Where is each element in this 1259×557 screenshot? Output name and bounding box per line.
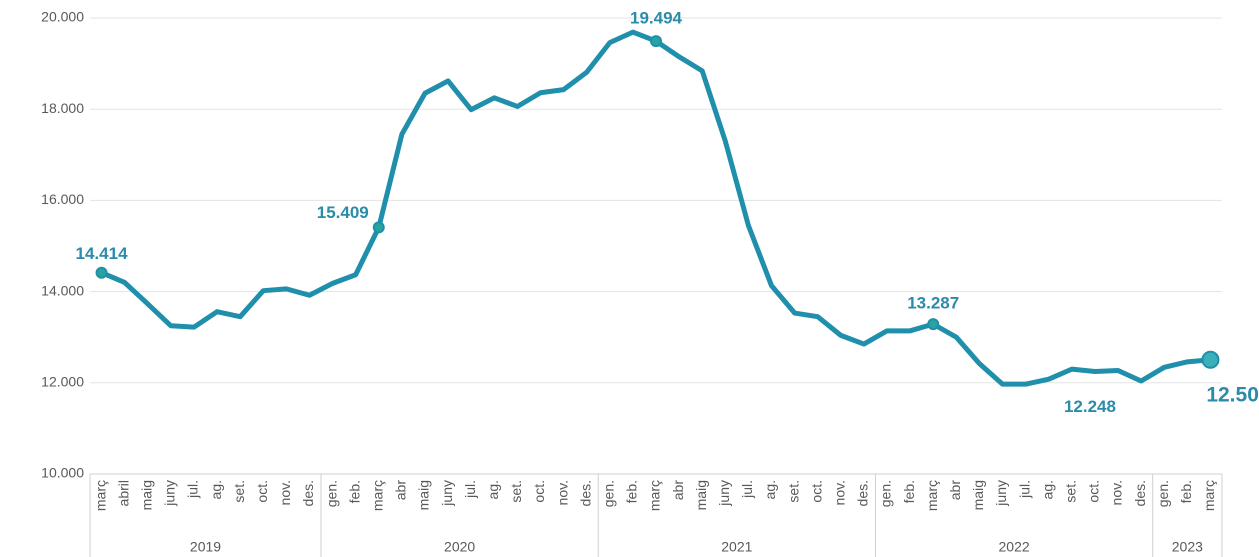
x-tick-label: nov. [1109, 480, 1125, 505]
value-label: 13.287 [907, 294, 959, 313]
y-tick-label: 16.000 [41, 191, 84, 207]
x-tick-label: març [647, 480, 663, 511]
x-tick-label: des. [1132, 480, 1148, 506]
x-tick-label: ag. [485, 480, 501, 499]
x-tick-label: juny [162, 480, 178, 507]
year-label: 2021 [721, 539, 752, 555]
x-tick-label: set. [508, 480, 524, 503]
x-tick-label: feb. [1178, 480, 1194, 503]
marker [1201, 350, 1220, 369]
x-tick-label: oct. [1086, 480, 1102, 503]
year-label: 2022 [999, 539, 1030, 555]
x-tick-label: maig [693, 480, 709, 510]
y-tick-label: 10.000 [41, 465, 84, 481]
x-tick-label: març [369, 480, 385, 511]
x-tick-label: set. [1063, 480, 1079, 503]
y-tick-label: 12.000 [41, 374, 84, 390]
marker [372, 221, 385, 234]
x-tick-label: juny [439, 480, 455, 507]
x-tick-label: maig [416, 480, 432, 510]
x-tick-label: abr [947, 480, 963, 501]
x-tick-label: oct. [254, 480, 270, 503]
x-tick-label: juny [716, 480, 732, 507]
x-tick-label: nov. [277, 480, 293, 505]
x-tick-label: gen. [1155, 480, 1171, 507]
x-tick-label: des. [855, 480, 871, 506]
x-tick-label: des. [300, 480, 316, 506]
x-tick-label: ag. [762, 480, 778, 499]
value-label: 14.414 [76, 244, 129, 263]
y-tick-label: 18.000 [41, 100, 84, 116]
year-label: 2019 [190, 539, 221, 555]
value-label: 15.409 [317, 203, 369, 222]
x-tick-label: maig [138, 480, 154, 510]
x-tick-label: nov. [554, 480, 570, 505]
value-label: 19.494 [630, 9, 683, 28]
x-tick-label: ag. [1039, 480, 1055, 499]
x-tick-label: jul. [1016, 480, 1032, 499]
x-tick-label: oct. [808, 480, 824, 503]
x-tick-label: març [92, 480, 108, 511]
x-tick-label: feb. [624, 480, 640, 503]
x-tick-label: nov. [832, 480, 848, 505]
x-tick-label: jul. [185, 480, 201, 499]
x-tick-label: oct. [531, 480, 547, 503]
marker [95, 266, 108, 279]
x-tick-label: jul. [462, 480, 478, 499]
x-tick-label: gen. [878, 480, 894, 507]
marker [650, 35, 662, 48]
year-label: 2023 [1172, 539, 1203, 555]
x-tick-label: des. [577, 480, 593, 506]
x-tick-label: gen. [600, 480, 616, 507]
x-tick-label: jul. [739, 480, 755, 499]
marker [927, 318, 940, 331]
line [100, 29, 1211, 387]
x-tick-label: gen. [323, 480, 339, 507]
x-tick-label: abr [393, 480, 409, 501]
x-tick-label: ag. [208, 480, 224, 499]
year-label: 2020 [444, 539, 475, 555]
x-tick-label: març [1201, 480, 1217, 511]
x-tick-label: set. [785, 480, 801, 503]
x-tick-label: set. [231, 480, 247, 503]
value-label: 12.248 [1064, 397, 1116, 416]
x-tick-label: juny [993, 480, 1009, 507]
value-label: 12.505 [1206, 383, 1259, 406]
x-tick-label: abr [670, 480, 686, 501]
y-tick-label: 20.000 [41, 9, 84, 25]
x-tick-label: feb. [901, 480, 917, 503]
x-tick-label: feb. [346, 480, 362, 503]
x-tick-label: maig [970, 480, 986, 510]
x-tick-label: març [924, 480, 940, 511]
y-tick-label: 14.000 [41, 282, 84, 298]
x-tick-label: abril [115, 480, 131, 506]
